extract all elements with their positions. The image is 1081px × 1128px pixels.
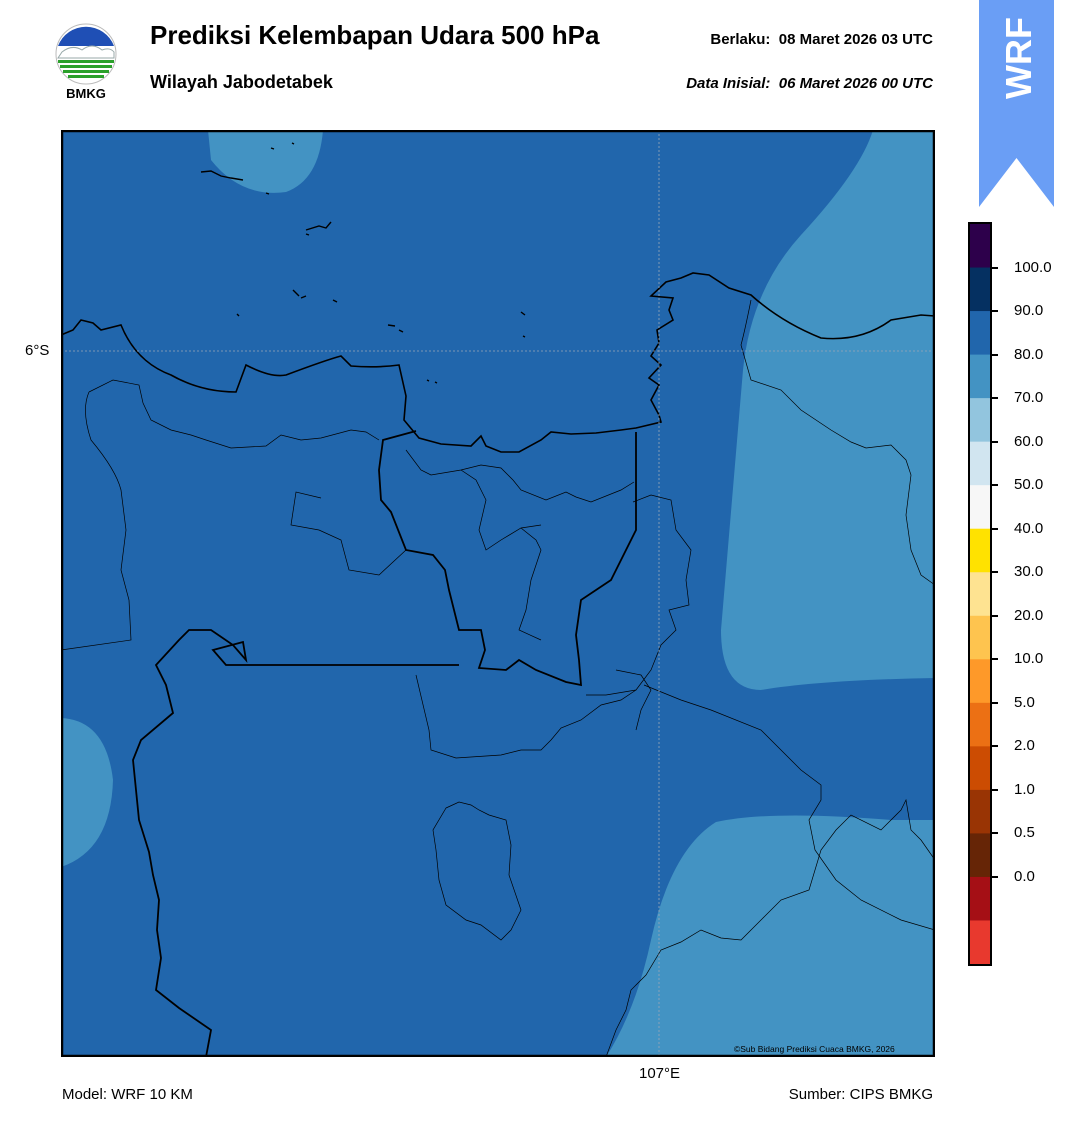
source-label: Sumber: CIPS BMKG (788, 1086, 933, 1103)
map-frame (60, 129, 936, 1058)
colorbar-segment (969, 441, 991, 486)
colorbar-tick-mark (992, 310, 998, 313)
colorbar-segment (969, 920, 991, 965)
colorbar-tick-label: 0.5 (1014, 824, 1035, 842)
colorbar-tick-mark (992, 788, 998, 791)
init-time: Data Inisial: 06 Maret 2026 00 UTC (686, 75, 933, 92)
page-title: Prediksi Kelembapan Udara 500 hPa (150, 20, 600, 50)
init-value: 06 Maret 2026 00 UTC (778, 75, 933, 92)
thousand-islands (200, 142, 526, 384)
colorbar-tick-label: 0.0 (1014, 867, 1035, 885)
colorbar-tick-mark (992, 832, 998, 835)
colorbar-segment (969, 485, 991, 530)
lon-tick-label: 107°E (639, 1065, 681, 1082)
colorbar-tick-mark (992, 614, 998, 617)
humidity-zone-east (721, 130, 935, 690)
colorbar-tick-mark (992, 875, 998, 878)
colorbar-tick-label: 70.0 (1014, 389, 1044, 407)
colorbar-tick-label: 90.0 (1014, 302, 1044, 320)
colorbar (968, 222, 992, 966)
colorbar-tick-mark (992, 266, 998, 269)
colorbar-tick-label: 2.0 (1014, 737, 1035, 755)
logo-text: BMKG (66, 86, 106, 101)
colorbar-tick-mark (992, 440, 998, 443)
wrf-badge-shape (979, 0, 1054, 207)
colorbar-tick-label: 1.0 (1014, 780, 1035, 798)
colorbar-tick-mark (992, 353, 998, 356)
colorbar-segment (969, 398, 991, 443)
humidity-zone-southeast (606, 815, 935, 1057)
colorbar-tick-label: 5.0 (1014, 693, 1035, 711)
colorbar-tick-mark (992, 527, 998, 530)
wrf-badge-text: WRF (998, 17, 1039, 99)
colorbar-segment (969, 615, 991, 660)
colorbar-tick-label: 50.0 (1014, 476, 1044, 494)
valid-label: Berlaku: (710, 31, 771, 48)
colorbar-tick-mark (992, 701, 998, 704)
lat-tick-label: 6°S (25, 342, 50, 359)
colorbar-segment (969, 354, 991, 399)
colorbar-tick-label: 60.0 (1014, 432, 1044, 450)
colorbar-tick-label: 80.0 (1014, 345, 1044, 363)
region-subtitle: Wilayah Jabodetabek (150, 72, 333, 92)
colorbar-tick-label: 30.0 (1014, 563, 1044, 581)
colorbar-tick-mark (992, 571, 998, 574)
banten-boundary (132, 629, 459, 1058)
colorbar-segment (969, 267, 991, 312)
colorbar-segment (969, 528, 991, 573)
bmkg-logo: BMKG (52, 20, 120, 102)
colorbar-tick-label: 40.0 (1014, 519, 1044, 537)
humidity-zone-west (61, 718, 113, 867)
jakarta-boundary (378, 430, 637, 687)
colorbar-segment (969, 659, 991, 704)
colorbar-tick-mark (992, 658, 998, 661)
colorbar-segment (969, 311, 991, 356)
colorbar-segment (969, 224, 991, 269)
map-credit: ©Sub Bidang Prediksi Cuaca BMKG, 2026 (734, 1044, 895, 1054)
colorbar-tick-mark (992, 745, 998, 748)
humidity-map (60, 129, 936, 1058)
colorbar-segment (969, 789, 991, 834)
colorbar-segment (969, 833, 991, 878)
colorbar-tick-label: 100.0 (1014, 258, 1052, 276)
model-label: Model: WRF 10 KM (62, 1086, 193, 1103)
colorbar-tick-mark (992, 484, 998, 487)
valid-value: 08 Maret 2026 03 UTC (778, 31, 933, 48)
colorbar-segment (969, 746, 991, 791)
colorbar-segment (969, 702, 991, 747)
coastline (60, 272, 936, 453)
regency-boundaries (60, 299, 936, 1058)
colorbar-tick-label: 20.0 (1014, 606, 1044, 624)
colorbar-segment (969, 876, 991, 921)
init-label: Data Inisial: (686, 75, 771, 92)
colorbar-segment (969, 572, 991, 617)
colorbar-tick-label: 10.0 (1014, 650, 1044, 668)
humidity-zone-north (208, 130, 323, 193)
valid-time: Berlaku: 08 Maret 2026 03 UTC (710, 31, 933, 48)
colorbar-frame (968, 222, 992, 966)
colorbar-tick-mark (992, 397, 998, 400)
wrf-badge: WRF (979, 0, 1054, 210)
